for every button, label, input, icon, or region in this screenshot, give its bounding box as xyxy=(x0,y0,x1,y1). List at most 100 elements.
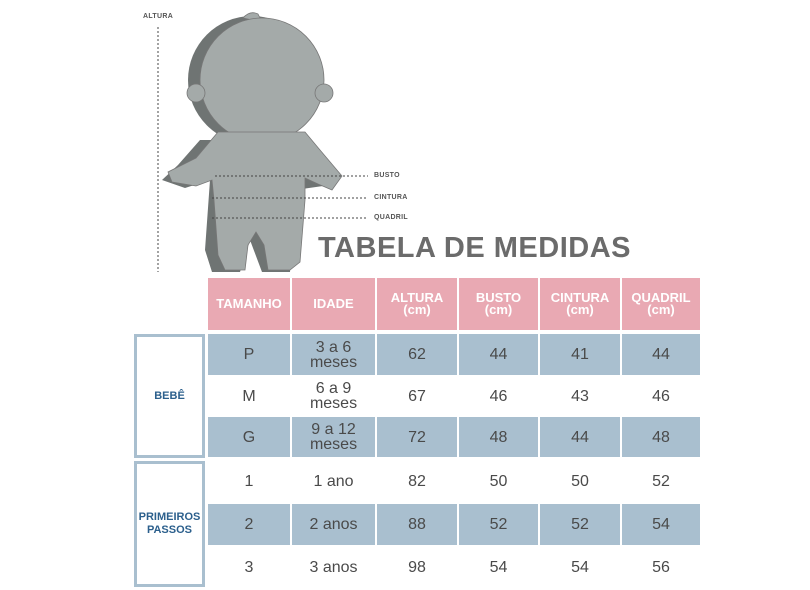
baby-silhouette-icon xyxy=(157,12,368,272)
group-label-text: BEBÊ xyxy=(154,389,185,402)
waist-label: CINTURA xyxy=(374,194,408,201)
table-cell-age: 6 a 9 meses xyxy=(292,377,375,415)
header-cell-text: (cm) xyxy=(484,302,513,317)
table-cell-height-text: 88 xyxy=(408,516,426,533)
header-cell-text: (cm) xyxy=(566,302,594,317)
header-cell-text: ALTURA xyxy=(390,290,444,305)
table-cell-age-text: 2 anos xyxy=(309,516,358,533)
table-cell-size-text: 2 xyxy=(244,516,254,533)
group-label: PRIMEIROS PASSOS xyxy=(134,461,205,587)
table-cell-hip-text: 54 xyxy=(652,516,670,533)
table-cell-waist-text: 52 xyxy=(571,516,589,533)
header-cell: BUSTO (cm) xyxy=(459,278,538,330)
table-cell-height: 62 xyxy=(377,334,457,375)
table-cell-height-text: 82 xyxy=(408,472,426,490)
table-cell-waist: 52 xyxy=(540,504,620,545)
table-cell-height: 72 xyxy=(377,417,457,457)
group-label-text: PASSOS xyxy=(146,524,192,536)
table-cell-bust-text: 50 xyxy=(489,472,508,490)
table-cell-age: 3 anos xyxy=(292,547,375,588)
table-cell-height: 67 xyxy=(377,377,457,415)
table-cell-hip-text: 44 xyxy=(652,346,670,363)
table-cell-age: 9 a 12 meses xyxy=(292,417,375,457)
header-cell: IDADE xyxy=(292,278,375,330)
bust-label: BUSTO xyxy=(374,172,400,179)
table-cell-age-text: meses xyxy=(309,395,358,412)
table-cell-height: 98 xyxy=(377,547,457,588)
table-cell-age-text: meses xyxy=(309,353,358,371)
table-cell-size-text: 3 xyxy=(244,559,254,576)
table-cell-height-text: 98 xyxy=(408,559,426,576)
table-cell-size: 3 xyxy=(208,547,290,588)
table-cell-hip-text: 56 xyxy=(652,559,670,576)
table-cell-waist-text: 43 xyxy=(571,387,589,405)
table-cell-waist-text: 54 xyxy=(571,559,589,576)
table-cell-bust-text: 52 xyxy=(489,516,508,533)
table-cell-bust: 46 xyxy=(459,377,538,415)
table-cell-height-text: 62 xyxy=(408,346,426,363)
table-cell-size: M xyxy=(208,377,290,415)
group-label-text: PRIMEIROS xyxy=(138,511,201,523)
header-cell-text: IDADE xyxy=(313,296,354,311)
table-cell-age-text: 3 anos xyxy=(309,559,358,576)
header-cell: TAMANHO xyxy=(208,278,290,330)
table-cell-hip: 44 xyxy=(622,334,700,375)
table-cell-hip: 46 xyxy=(622,377,700,415)
table-cell-size-text: M xyxy=(242,387,256,405)
table-cell-age: 1 ano xyxy=(292,460,375,502)
table-cell-size-text: G xyxy=(242,428,256,446)
table-cell-bust-text: 46 xyxy=(489,387,508,405)
table-cell-age-text: 6 a 9 xyxy=(315,380,352,397)
table-cell-height-text: 72 xyxy=(408,428,426,446)
header-cell-text: (cm) xyxy=(647,302,675,317)
height-label: ALTURA xyxy=(143,13,174,20)
table-cell-age-text: 1 ano xyxy=(313,472,354,490)
hip-label: QUADRIL xyxy=(374,214,408,221)
header-cell-text: BUSTO xyxy=(475,290,522,305)
table-cell-bust: 54 xyxy=(459,547,538,588)
table-cell-hip: 48 xyxy=(622,417,700,457)
table-cell-bust-text: 44 xyxy=(489,346,508,363)
table-cell-hip-text: 52 xyxy=(652,472,670,490)
table-cell-age: 2 anos xyxy=(292,504,375,545)
table-cell-age-text: 3 a 6 xyxy=(315,338,352,356)
table-cell-hip-text: 48 xyxy=(652,428,670,446)
header-cell-text: (cm) xyxy=(403,302,431,317)
table-cell-age-text: meses xyxy=(309,436,358,453)
table-cell-size: G xyxy=(208,417,290,457)
table-cell-bust: 50 xyxy=(459,460,538,502)
table-cell-height: 88 xyxy=(377,504,457,545)
table-cell-size-text: 1 xyxy=(244,472,254,490)
page-title: TABELA DE MEDIDAS xyxy=(318,232,631,264)
table-cell-waist-text: 41 xyxy=(571,346,589,363)
table-cell-waist: 50 xyxy=(540,460,620,502)
table-cell-bust-text: 48 xyxy=(489,428,508,446)
table-cell-bust: 48 xyxy=(459,417,538,457)
table-cell-height: 82 xyxy=(377,460,457,502)
table-cell-hip: 56 xyxy=(622,547,700,588)
table-cell-size: 1 xyxy=(208,460,290,502)
table-cell-size: P xyxy=(208,334,290,375)
table-cell-waist-text: 50 xyxy=(571,472,589,490)
header-cell: QUADRIL (cm) xyxy=(622,278,700,330)
table-cell-age: 3 a 6 meses xyxy=(292,334,375,375)
table-cell-waist: 43 xyxy=(540,377,620,415)
table-cell-waist: 41 xyxy=(540,334,620,375)
table-cell-waist: 54 xyxy=(540,547,620,588)
table-cell-size: 2 xyxy=(208,504,290,545)
table-cell-height-text: 67 xyxy=(408,387,426,405)
table-cell-waist: 44 xyxy=(540,417,620,457)
header-cell: ALTURA (cm) xyxy=(377,278,457,330)
group-label: BEBÊ xyxy=(134,334,205,458)
table-cell-size-text: P xyxy=(243,346,255,363)
table-cell-bust: 52 xyxy=(459,504,538,545)
header-cell-text: QUADRIL xyxy=(631,290,691,305)
header-cell: CINTURA (cm) xyxy=(540,278,620,330)
header-cell-text: TAMANHO xyxy=(216,296,282,311)
table-cell-bust-text: 54 xyxy=(489,559,508,576)
header-cell-text: CINTURA xyxy=(550,290,610,305)
table-cell-bust: 44 xyxy=(459,334,538,375)
table-cell-age-text: 9 a 12 xyxy=(311,421,356,438)
table-cell-hip: 52 xyxy=(622,460,700,502)
table-cell-hip: 54 xyxy=(622,504,700,545)
